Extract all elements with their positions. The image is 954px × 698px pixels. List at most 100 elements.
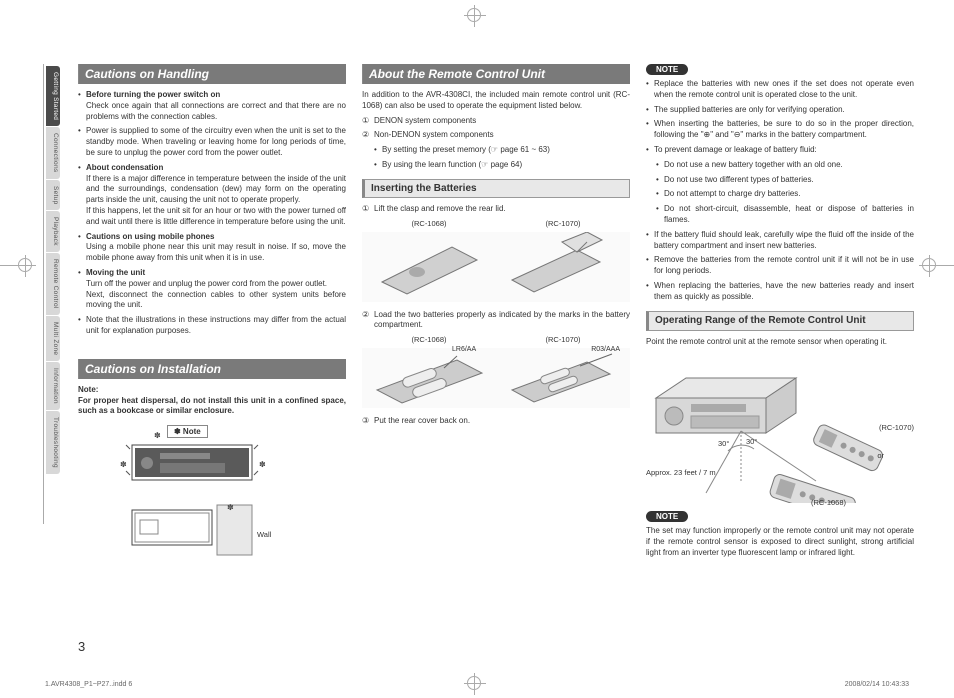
bullet-item: The supplied batteries are only for veri… [646, 105, 914, 116]
model-label: (RC-1068) [811, 498, 846, 507]
registration-mark [922, 258, 936, 272]
footer-right: 2008/02/14 10:43:33 [845, 681, 909, 688]
model-label: (RC-1070) [545, 219, 580, 228]
bullet-lead: Cautions on using mobile phones [86, 232, 346, 243]
model-label: (RC-1070) [879, 423, 914, 432]
note-body: For proper heat dispersal, do not instal… [78, 396, 346, 416]
bullet-lead: About condensation [86, 163, 346, 174]
model-labels: (RC-1068) (RC-1070) [362, 335, 630, 344]
heading-inserting-batteries: Inserting the Batteries [362, 179, 630, 198]
sidebar-tab-setup[interactable]: Setup [46, 180, 60, 211]
step-text: Put the rear cover back on. [374, 416, 470, 425]
angle-label: 30° [746, 437, 757, 446]
sidebar-tab-getting-started[interactable]: Getting Started [46, 66, 60, 126]
circled-number-icon: ① [362, 204, 369, 215]
bullet-item: By setting the preset memory (☞ page 61 … [374, 145, 630, 156]
sidebar-tabs: Getting Started Connections Setup Playba… [46, 66, 60, 475]
remote-batteries-icon [362, 348, 630, 408]
bullet-item: Replace the batteries with new ones if t… [646, 79, 914, 101]
num-item: ① DENON system components [362, 116, 630, 127]
sidebar-border [43, 64, 44, 524]
note-2-body: The set may function improperly or the r… [646, 526, 914, 558]
registration-mark [467, 676, 481, 690]
angle-label: 30° [718, 439, 729, 448]
fig-note-label: ✽ Note [167, 425, 208, 438]
note-sub-bullets: Do not use a new battery together with a… [646, 160, 914, 226]
operating-range-figure: 30° 30° Approx. 23 feet / 7 m or (RC-107… [646, 353, 914, 503]
battery-type: LR6/AA [452, 346, 476, 353]
heading-cautions-installation: Cautions on Installation [78, 359, 346, 379]
page-number: 3 [78, 639, 85, 654]
battery-type: R03/AAA [591, 346, 620, 353]
circled-number-icon: ② [362, 130, 369, 141]
model-labels: (RC-1068) (RC-1070) [362, 219, 630, 228]
model-label: (RC-1068) [411, 219, 446, 228]
page: Getting Started Connections Setup Playba… [36, 36, 918, 662]
column-2: About the Remote Control Unit In additio… [362, 64, 630, 565]
heading-operating-range: Operating Range of the Remote Control Un… [646, 311, 914, 331]
num-text: DENON system components [374, 116, 476, 125]
bullet-item: Before turning the power switch on Check… [78, 90, 346, 122]
sidebar-tab-playback[interactable]: Playback [46, 211, 60, 252]
bullet-item: Do not attempt to charge dry batteries. [656, 189, 914, 200]
bullet-lead: Before turning the power switch on [86, 90, 346, 101]
circled-number-icon: ③ [362, 416, 369, 427]
bullet-body: If there is a major difference in temper… [86, 174, 346, 205]
registration-mark [467, 8, 481, 22]
note-badge: NOTE [646, 511, 688, 522]
bullet-item: Do not use a new battery together with a… [656, 160, 914, 171]
circled-number-icon: ② [362, 310, 369, 321]
circled-number-icon: ① [362, 116, 369, 127]
range-diagram-icon [646, 353, 914, 503]
bullet-item: About condensation If there is a major d… [78, 163, 346, 228]
sidebar-tab-remote-control[interactable]: Remote Control [46, 253, 60, 315]
step-text: Load the two batteries properly as indic… [374, 310, 630, 330]
sidebar-tab-connections[interactable]: Connections [46, 127, 60, 178]
heading-cautions-handling: Cautions on Handling [78, 64, 346, 84]
bullet-body-2: Next, disconnect the connection cables t… [86, 290, 346, 310]
bullet-item: Moving the unit Turn off the power and u… [78, 268, 346, 311]
bullet-body: Power is supplied to some of the circuit… [86, 126, 346, 157]
remote-diagram-icon [362, 232, 630, 302]
bullet-lead: Moving the unit [86, 268, 346, 279]
content-columns: Cautions on Handling Before turning the … [78, 64, 918, 565]
range-intro: Point the remote control unit at the rem… [646, 337, 914, 348]
distance-label: Approx. 23 feet / 7 m [646, 468, 716, 477]
bullet-body-2: If this happens, let the unit sit for an… [86, 206, 346, 226]
note-badge: NOTE [646, 64, 688, 75]
battery-lid-diagram [362, 232, 630, 302]
wall-label: Wall [257, 530, 271, 539]
bullet-item: Do not use two different types of batter… [656, 175, 914, 186]
sub-bullets: By setting the preset memory (☞ page 61 … [362, 145, 630, 171]
step-1: ① Lift the clasp and remove the rear lid. [362, 204, 630, 215]
note-bullets-2: If the battery fluid should leak, carefu… [646, 230, 914, 303]
step-text: Lift the clasp and remove the rear lid. [374, 204, 506, 213]
step-3: ③ Put the rear cover back on. [362, 416, 630, 427]
unit-diagram-icon [112, 425, 312, 565]
sidebar-tab-information[interactable]: Information [46, 362, 60, 410]
note-label: Note: [78, 385, 98, 394]
bullet-item: Remove the batteries from the remote con… [646, 255, 914, 277]
bullet-body: Check once again that all connections ar… [86, 101, 346, 121]
model-label: (RC-1068) [411, 335, 446, 344]
column-1: Cautions on Handling Before turning the … [78, 64, 346, 565]
sidebar-tab-troubleshooting[interactable]: Troubleshooting [46, 411, 60, 474]
sidebar-tab-multi-zone[interactable]: Multi Zone [46, 316, 60, 361]
bullet-item: When inserting the batteries, be sure to… [646, 119, 914, 141]
installation-figure: ✽ Note ✽ ✽ ✽ ✽ [112, 425, 312, 565]
bullet-item: Do not short-circuit, disassemble, heat … [656, 204, 914, 226]
heading-remote-control: About the Remote Control Unit [362, 64, 630, 84]
remote-intro: In addition to the AVR-4308CI, the inclu… [362, 90, 630, 112]
num-text: Non-DENON system components [374, 130, 494, 139]
install-note: Note: For proper heat dispersal, do not … [78, 385, 346, 417]
or-label: or [877, 451, 884, 460]
handling-bullets: Before turning the power switch on Check… [78, 90, 346, 337]
bullet-item: Power is supplied to some of the circuit… [78, 126, 346, 158]
note-bullets: Replace the batteries with new ones if t… [646, 79, 914, 156]
bullet-body: Using a mobile phone near this unit may … [86, 242, 346, 262]
column-3: NOTE Replace the batteries with new ones… [646, 64, 914, 565]
step-2: ② Load the two batteries properly as indi… [362, 310, 630, 332]
bullet-item: If the battery fluid should leak, carefu… [646, 230, 914, 252]
bullet-item: By using the learn function (☞ page 64) [374, 160, 630, 171]
bullet-item: To prevent damage or leakage of battery … [646, 145, 914, 156]
